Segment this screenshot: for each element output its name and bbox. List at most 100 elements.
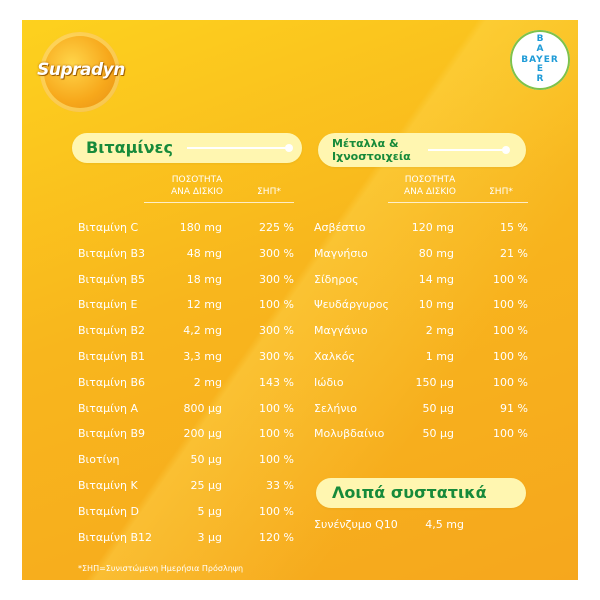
table-row: Βιταμίνη B9 200 μg 100 % — [78, 421, 294, 447]
table-row: Ιώδιο 150 μg 100 % — [314, 370, 528, 396]
table-row: Μολυβδαίνιο 50 μg 100 % — [314, 421, 528, 447]
row-name: Βιοτίνη — [78, 453, 120, 467]
pill-dot-icon — [502, 146, 510, 154]
row-name: Ιώδιο — [314, 375, 344, 389]
row-name: Βιταμίνη B5 — [78, 272, 146, 286]
row-name: Μολυβδαίνιο — [314, 427, 385, 441]
other-title: Λοιπά συστατικά — [332, 483, 487, 502]
logo-text: Supradyn — [37, 60, 125, 80]
table-row: Βιταμίνη C 180 mg 225 % — [78, 215, 294, 241]
row-rda: 100 % — [493, 375, 528, 389]
row-amount: 50 μg — [422, 427, 454, 441]
table-row: Χαλκός 1 mg 100 % — [314, 344, 528, 370]
table-row: Βιταμίνη B3 48 mg 300 % — [78, 241, 294, 267]
row-amount: 150 μg — [415, 375, 454, 389]
row-rda: 100 % — [259, 504, 294, 518]
row-name: Μαγγάνιο — [314, 324, 368, 338]
row-amount: 2 mg — [425, 324, 454, 338]
supradyn-logo: Supradyn — [26, 32, 126, 112]
pill-line — [187, 147, 287, 149]
row-rda: 33 % — [266, 479, 294, 492]
row-name: Ασβέστιο — [314, 221, 366, 234]
table-row: Βιοτίνη 50 μg 100 % — [78, 447, 294, 473]
row-rda: 21 % — [500, 246, 528, 260]
row-rda: 91 % — [500, 401, 528, 415]
row-amount: 120 mg — [411, 221, 454, 234]
row-name: Συνένζυμο Q10 — [314, 518, 398, 531]
row-name: Ψευδάργυρος — [314, 298, 389, 312]
pill-dot-icon — [285, 144, 293, 152]
row-rda: 100 % — [259, 427, 294, 441]
table-row: Βιταμίνη B1 3,3 mg 300 % — [78, 344, 294, 370]
minerals-rda-header: ΣΗΠ* — [489, 187, 513, 197]
row-amount: 14 mg — [418, 272, 454, 286]
row-amount: 3,3 mg — [183, 350, 222, 363]
vitamins-section-header: Βιταμίνες — [72, 133, 302, 163]
bayer-horizontal-text: BAYER — [521, 55, 559, 65]
logo-sun-icon — [40, 32, 120, 112]
row-rda: 100 % — [493, 427, 528, 441]
row-amount: 4,5 mg — [425, 518, 464, 531]
row-rda: 15 % — [500, 221, 528, 234]
table-row: Μαγνήσιο 80 mg 21 % — [314, 241, 528, 267]
row-amount: 2 mg — [193, 375, 222, 389]
row-name: Βιταμίνη B12 — [78, 530, 153, 544]
row-name: Βιταμίνη B1 — [78, 350, 146, 363]
row-amount: 800 μg — [183, 401, 222, 415]
row-amount: 80 mg — [418, 246, 454, 260]
row-rda: 100 % — [259, 298, 294, 312]
minerals-title: Μέταλλα & Ιχνοστοιχεία — [332, 137, 411, 163]
row-rda: 100 % — [259, 401, 294, 415]
row-rda: 100 % — [493, 272, 528, 286]
footnote: *ΣΗΠ=Συνιστώμενη Ημερήσια Πρόσληψη — [78, 564, 244, 573]
row-rda: 300 % — [259, 246, 294, 260]
minerals-header-rule — [388, 202, 528, 203]
table-row: Βιταμίνη B5 18 mg 300 % — [78, 267, 294, 293]
row-rda: 300 % — [259, 350, 294, 363]
row-amount: 10 mg — [418, 298, 454, 312]
row-rda: 120 % — [259, 530, 294, 544]
row-name: Βιταμίνη K — [78, 479, 138, 492]
row-rda: 143 % — [259, 375, 294, 389]
pill-line — [428, 149, 504, 151]
table-row: Βιταμίνη A 800 μg 100 % — [78, 396, 294, 422]
vitamins-amount-header: ΠΟΣΟΤΗΤΑ ΑΝΑ ΔΙΣΚΙΟ — [170, 175, 224, 197]
row-name: Βιταμίνη C — [78, 221, 139, 234]
table-row: Σελήνιο 50 μg 91 % — [314, 396, 528, 422]
table-row: Βιταμίνη B2 4,2 mg 300 % — [78, 318, 294, 344]
row-amount: 4,2 mg — [183, 324, 222, 338]
vitamins-rda-header: ΣΗΠ* — [257, 187, 281, 197]
row-name: Βιταμίνη B6 — [78, 375, 146, 389]
row-name: Σίδηρος — [314, 272, 359, 286]
row-rda: 100 % — [493, 350, 528, 363]
row-amount: 50 μg — [190, 453, 222, 467]
row-amount: 5 μg — [197, 504, 222, 518]
table-row: Σίδηρος 14 mg 100 % — [314, 267, 528, 293]
row-rda: 300 % — [259, 324, 294, 338]
row-name: Βιταμίνη B2 — [78, 324, 146, 338]
vitamins-title: Βιταμίνες — [86, 138, 173, 157]
vitamins-header-rule — [144, 202, 294, 203]
minerals-section-header: Μέταλλα & Ιχνοστοιχεία — [318, 133, 526, 167]
table-row: Βιταμίνη B12 3 μg 120 % — [78, 525, 294, 551]
other-section-header: Λοιπά συστατικά — [316, 478, 526, 508]
row-name: Σελήνιο — [314, 401, 357, 415]
row-rda: 300 % — [259, 272, 294, 286]
row-amount: 200 μg — [183, 427, 222, 441]
row-amount: 25 μg — [190, 479, 222, 492]
row-name: Βιταμίνη B9 — [78, 427, 146, 441]
row-name: Βιταμίνη B3 — [78, 246, 146, 260]
minerals-amount-header: ΠΟΣΟΤΗΤΑ ΑΝΑ ΔΙΣΚΙΟ — [403, 175, 457, 197]
row-rda: 100 % — [493, 324, 528, 338]
table-row: Βιταμίνη K 25 μg 33 % — [78, 473, 294, 499]
table-row: Συνένζυμο Q10 4,5 mg — [314, 512, 464, 538]
table-row: Βιταμίνη D 5 μg 100 % — [78, 499, 294, 525]
row-name: Βιταμίνη A — [78, 401, 139, 415]
table-row: Βιταμίνη B6 2 mg 143 % — [78, 370, 294, 396]
row-amount: 180 mg — [179, 221, 222, 234]
row-amount: 12 mg — [186, 298, 222, 312]
table-row: Ασβέστιο 120 mg 15 % — [314, 215, 528, 241]
